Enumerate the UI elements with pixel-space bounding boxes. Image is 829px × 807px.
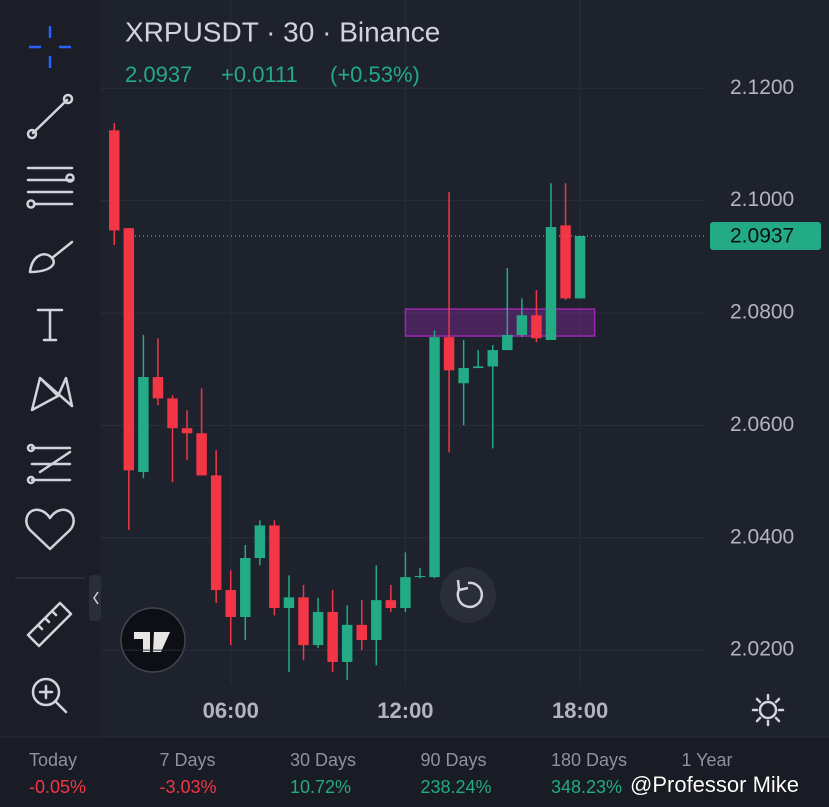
brush-tool[interactable] <box>28 240 74 274</box>
text-tool[interactable] <box>36 308 64 342</box>
crosshair-tool[interactable] <box>29 26 71 68</box>
y-tick-label: 2.0600 <box>730 413 794 436</box>
price-label: 2.0937 <box>730 225 794 248</box>
x-tick-label: 12:00 <box>377 698 433 723</box>
last-price: 2.0937 <box>125 62 192 87</box>
y-tick-label: 2.1000 <box>730 188 794 211</box>
zone-box <box>404 308 596 337</box>
candle-body <box>560 225 571 299</box>
x-tick-label: 18:00 <box>552 698 608 723</box>
period-label: 180 Days <box>551 750 627 770</box>
price-label-box <box>710 222 821 251</box>
candle-body <box>225 590 236 618</box>
candle-body <box>123 228 135 471</box>
period-label: 7 Days <box>160 750 216 770</box>
prediction-tool[interactable] <box>26 443 72 485</box>
candle-body <box>341 624 353 662</box>
candle-body <box>269 525 280 609</box>
candle-body <box>240 558 251 618</box>
trendline-tool[interactable] <box>26 93 74 140</box>
candle-body <box>531 315 542 339</box>
favorites-tool[interactable] <box>25 508 75 551</box>
candle-body <box>138 377 149 473</box>
candle-body <box>414 575 426 578</box>
watermark: @Professor Mike <box>630 772 799 797</box>
candle-body <box>109 130 120 231</box>
tv-logo <box>120 607 186 673</box>
candle-body <box>443 337 455 371</box>
price-change: +0.0111 <box>221 62 298 87</box>
candle-body <box>181 428 193 434</box>
toolbar <box>0 0 100 737</box>
period-value: -3.03% <box>160 777 217 797</box>
fib-tool[interactable] <box>26 166 75 209</box>
collapse-toolbar[interactable] <box>89 575 101 621</box>
candle-body <box>298 597 309 646</box>
candle-body <box>283 597 295 609</box>
candle-body <box>167 398 178 429</box>
candle-body <box>371 600 382 641</box>
candle-body <box>312 611 324 646</box>
y-tick-label: 2.1200 <box>730 76 794 99</box>
candle-body <box>516 315 528 335</box>
pattern-tool[interactable] <box>30 376 74 412</box>
x-tick-label: 06:00 <box>203 698 259 723</box>
chart-title: XRPUSDT · 30 · Binance <box>125 16 440 47</box>
period-value: 348.23% <box>551 777 622 797</box>
y-tick-label: 2.0800 <box>730 301 794 324</box>
candle-body <box>327 611 338 662</box>
candle-body <box>196 433 207 476</box>
candle-body <box>472 366 484 369</box>
zoom-tool[interactable] <box>31 677 68 714</box>
period-value: 238.24% <box>421 777 492 797</box>
candle-body <box>152 377 164 399</box>
candle-body <box>400 577 411 609</box>
period-label: 90 Days <box>421 750 487 770</box>
candle-body <box>385 600 397 609</box>
candle-body <box>487 350 498 367</box>
candle-body <box>356 624 367 641</box>
price-change-pct: (+0.53%) <box>330 62 420 87</box>
candle-body <box>502 334 513 351</box>
candle-body <box>429 337 440 578</box>
y-tick-label: 2.0200 <box>730 638 794 661</box>
candle-body <box>458 368 469 384</box>
candle-body <box>574 236 586 299</box>
period-label: 1 Year <box>682 750 733 770</box>
settings-button[interactable] <box>751 693 785 727</box>
reset-button[interactable] <box>440 567 496 623</box>
y-tick-label: 2.0400 <box>730 525 794 548</box>
performance-bar <box>0 737 829 807</box>
period-value: 10.72% <box>290 777 351 797</box>
candle-body <box>210 475 222 591</box>
period-value: -0.05% <box>29 777 86 797</box>
period-label: 30 Days <box>290 750 356 770</box>
ruler-tool[interactable] <box>26 601 73 648</box>
period-label: Today <box>29 750 77 770</box>
candle-body <box>545 227 557 340</box>
candle-body <box>254 525 266 559</box>
